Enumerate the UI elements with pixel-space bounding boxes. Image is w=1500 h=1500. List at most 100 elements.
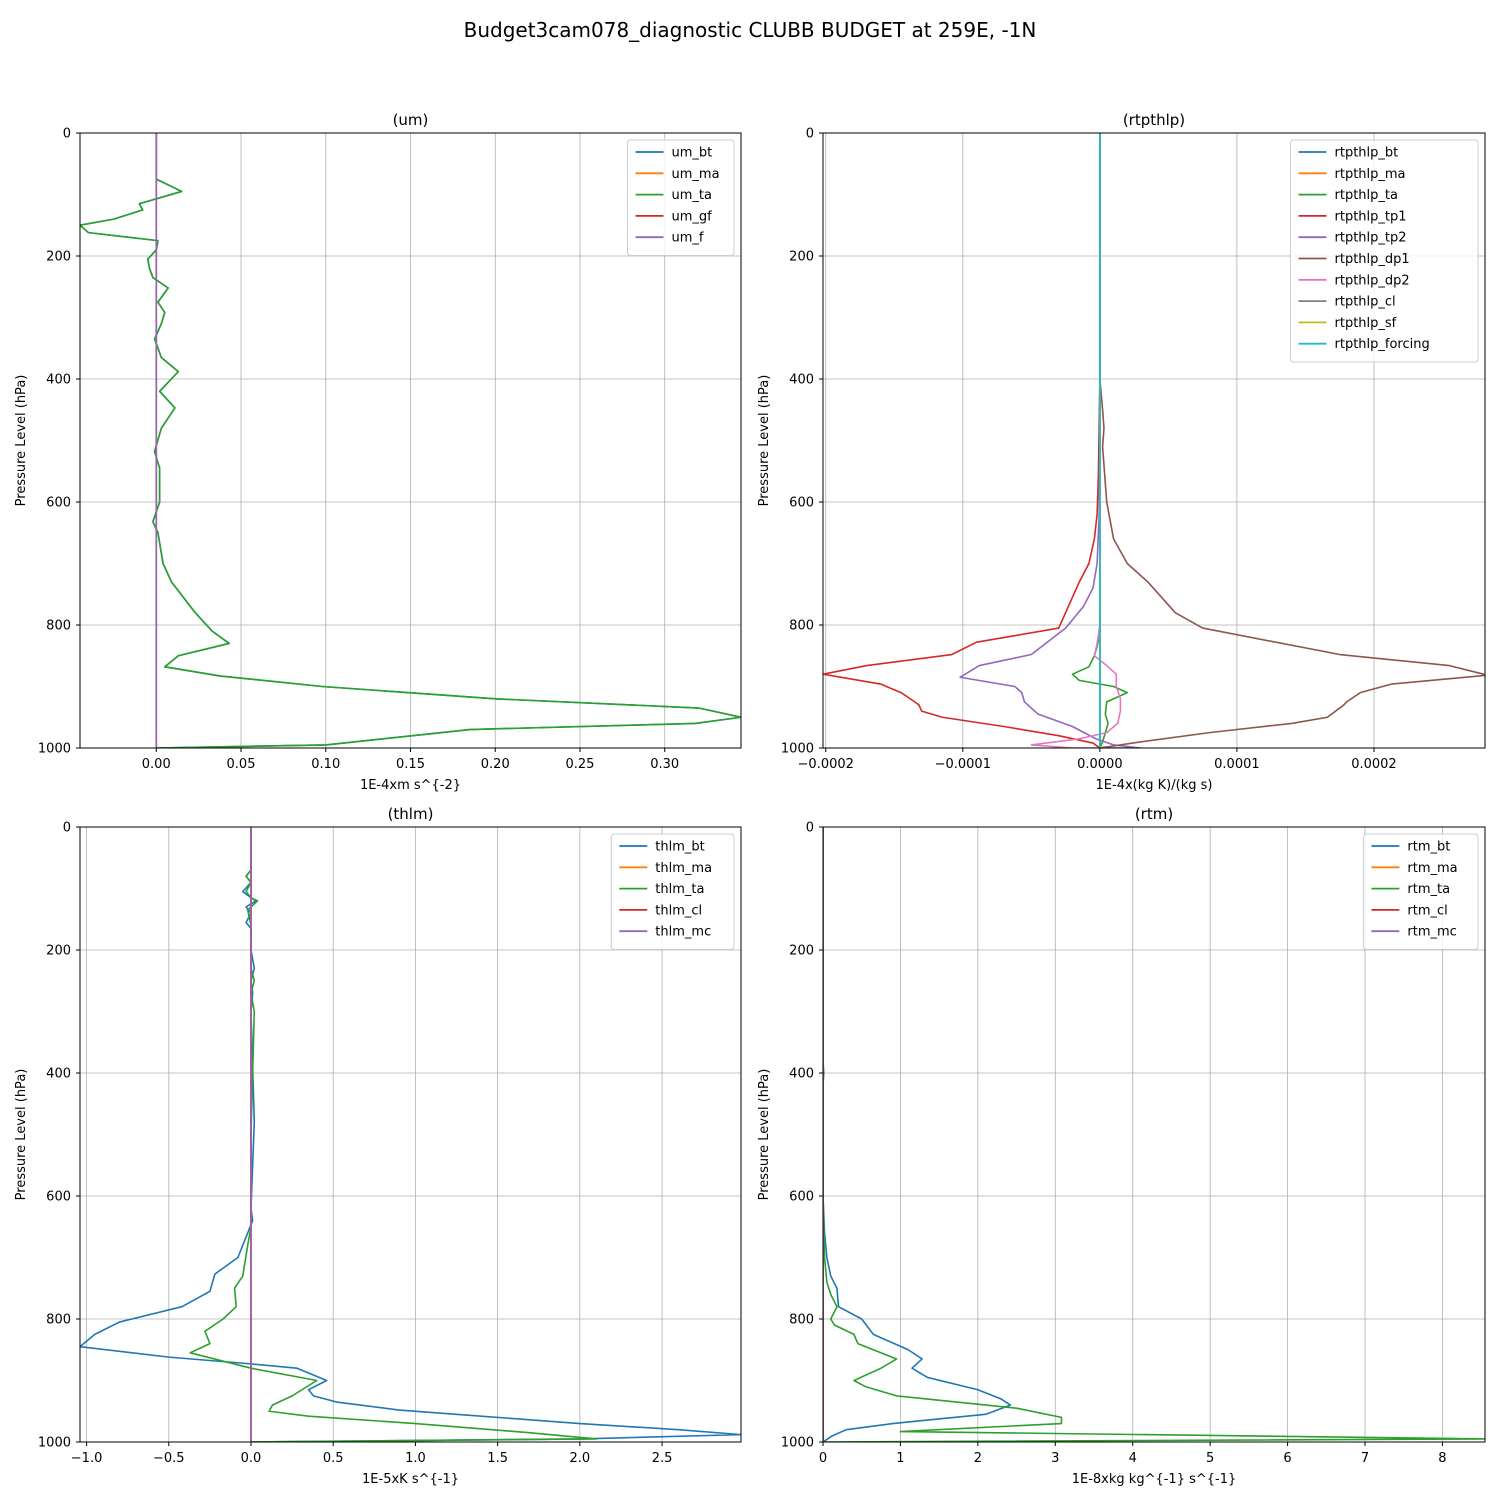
series-line-rtm_bt (823, 827, 1012, 1442)
series-group (80, 827, 741, 1442)
y-tick-label: 400 (46, 373, 71, 388)
x-tick-label: 1.5 (487, 1451, 508, 1466)
series-line-thlm_ta (189, 827, 598, 1442)
plot-frame (822, 132, 1486, 749)
y-tick-label: 1000 (781, 742, 814, 757)
y-tick-label: 600 (789, 1190, 814, 1205)
legend-label-um_gf: um_gf (672, 209, 713, 224)
x-tick-label: 0.0 (241, 1451, 262, 1466)
y-tick-label: 600 (46, 1190, 71, 1205)
y-tick-label: 200 (789, 250, 814, 265)
legend-label-um_ta: um_ta (672, 188, 712, 203)
x-tick-label: −0.0002 (798, 757, 854, 772)
x-tick-label: 6 (1283, 1451, 1291, 1466)
series-line-rtpthlp_tp2 (959, 133, 1142, 748)
x-tick-label: 4 (1129, 1451, 1137, 1466)
legend-label-rtm_mc: rtm_mc (1407, 925, 1456, 940)
legend-label-rtpthlp_forcing: rtpthlp_forcing (1335, 337, 1430, 352)
series-line-rtpthlp_tp1 (823, 133, 1101, 748)
y-tick-label: 0 (63, 127, 71, 142)
y-tick-label: 1000 (38, 1436, 71, 1451)
series-group (823, 827, 1485, 1442)
panels: 0.00 0.05 0.10 0.15 0.20 0.25 0.30020040060080… (14, 111, 1486, 1487)
x-tick-label: 8 (1438, 1451, 1446, 1466)
x-tick-label: 0.00 (142, 757, 171, 772)
legend-label-rtpthlp_sf: rtpthlp_sf (1335, 316, 1397, 331)
legend-label-rtpthlp_tp1: rtpthlp_tp1 (1335, 209, 1407, 224)
series-line-rtm_ta (823, 827, 1485, 1442)
x-tick-label: −0.5 (153, 1451, 185, 1466)
y-axis-label: Pressure Level (hPa) (757, 375, 772, 507)
legend-label-um_f: um_f (672, 231, 704, 246)
legend-label-thlm_ma: thlm_ma (655, 861, 712, 876)
y-axis-label: Pressure Level (hPa) (757, 1069, 772, 1201)
x-tick-label: 3 (1051, 1451, 1059, 1466)
x-tick-label: 0.30 (650, 757, 679, 772)
y-tick-label: 400 (789, 373, 814, 388)
x-tick-label: 1.0 (405, 1451, 426, 1466)
y-tick-label: 400 (46, 1067, 71, 1082)
y-tick-label: 0 (806, 127, 814, 142)
legend-label-rtpthlp_tp2: rtpthlp_tp2 (1335, 231, 1407, 246)
x-tick-label: 0.20 (481, 757, 510, 772)
y-axis-label: Pressure Level (hPa) (14, 375, 29, 507)
legend-label-rtpthlp_ta: rtpthlp_ta (1335, 188, 1398, 203)
x-tick-label: 0.05 (227, 757, 256, 772)
series-line-um_ta (80, 133, 741, 748)
legend-label-rtpthlp_cl: rtpthlp_cl (1335, 295, 1396, 310)
legend: rtpthlp_bt rtpthlp_ma rtpthlp_ta rtpthlp_tp… (1290, 139, 1479, 363)
x-tick-label: 0.0002 (1351, 757, 1397, 772)
panel-title: (um) (393, 111, 429, 129)
y-tick-label: 200 (46, 944, 71, 959)
legend-label-um_bt: um_bt (672, 146, 713, 161)
chart-panel-3: −1.0 −0.5 0.0 0.5 1.0 1.5 2.0 2.5 0 200 400 600 800 1… (14, 805, 742, 1487)
legend: thlm_bt thlm_ma thlm_ta thlm_cl thlm_mc (610, 833, 735, 950)
x-axis-label: 1E-4x(kg K)/(kg s) (1096, 778, 1213, 793)
y-tick-label: 1000 (38, 742, 71, 757)
panel-title: (rtpthlp) (1123, 111, 1185, 129)
chart-panel-2: −0.0002 −0.0001 0.0000 0.0001 0.0002 0 200 400 6… (757, 111, 1486, 793)
panel-title: (rtm) (1135, 805, 1173, 823)
legend-label-thlm_cl: thlm_cl (655, 903, 702, 918)
x-tick-label: −0.0001 (935, 757, 991, 772)
legend-label-rtm_ma: rtm_ma (1407, 861, 1457, 876)
y-tick-label: 800 (46, 619, 71, 634)
x-tick-label: 0.25 (566, 757, 595, 772)
chart-panel-4: 0 1 2 3 4 5 6 7 8 0 200 400 600 800 1000 (rtm) 1E-8xkg k… (757, 805, 1486, 1487)
chart-panel-1: 0.00 0.05 0.10 0.15 0.20 0.25 0.30 0 200 400 600 80… (14, 111, 742, 793)
legend-label-thlm_bt: thlm_bt (655, 840, 704, 855)
panel-title: (thlm) (388, 805, 434, 823)
legend: rtm_bt rtm_ma rtm_ta rtm_cl rtm_mc (1362, 833, 1479, 950)
legend-label-rtpthlp_bt: rtpthlp_bt (1335, 146, 1399, 161)
x-tick-label: 1 (896, 1451, 904, 1466)
series-line-rtpthlp_dp2 (1030, 133, 1122, 748)
y-tick-label: 400 (789, 1067, 814, 1082)
legend-label-rtm_cl: rtm_cl (1407, 903, 1447, 918)
y-tick-label: 800 (46, 1313, 71, 1328)
legend-box (610, 833, 735, 950)
x-tick-label: 2.0 (570, 1451, 591, 1466)
x-axis-label: 1E-5xK s^{-1} (362, 1472, 459, 1487)
legend: um_bt um_ma um_ta um_gf um_f (627, 139, 735, 256)
y-tick-label: 0 (806, 821, 814, 836)
x-tick-label: 0.15 (396, 757, 425, 772)
x-tick-label: 7 (1361, 1451, 1369, 1466)
y-axis-label: Pressure Level (hPa) (14, 1069, 29, 1201)
series-group (80, 133, 741, 748)
y-tick-label: 0 (63, 821, 71, 836)
plot-frame (79, 826, 742, 1443)
y-tick-label: 200 (789, 944, 814, 959)
legend-label-thlm_mc: thlm_mc (655, 925, 711, 940)
x-axis-label: 1E-8xkg kg^{-1} s^{-1} (1072, 1472, 1237, 1487)
x-tick-label: −1.0 (71, 1451, 103, 1466)
x-tick-label: 0.0001 (1214, 757, 1260, 772)
legend-label-rtpthlp_dp1: rtpthlp_dp1 (1335, 252, 1410, 267)
y-tick-label: 600 (46, 496, 71, 511)
y-tick-label: 600 (789, 496, 814, 511)
legend-label-um_ma: um_ma (672, 167, 720, 182)
figure-title: Budget3cam078_diagnostic CLUBB BUDGET at… (464, 18, 1037, 42)
x-tick-label: 0.10 (311, 757, 340, 772)
plot-frame (822, 826, 1486, 1443)
y-tick-label: 1000 (781, 1436, 814, 1451)
